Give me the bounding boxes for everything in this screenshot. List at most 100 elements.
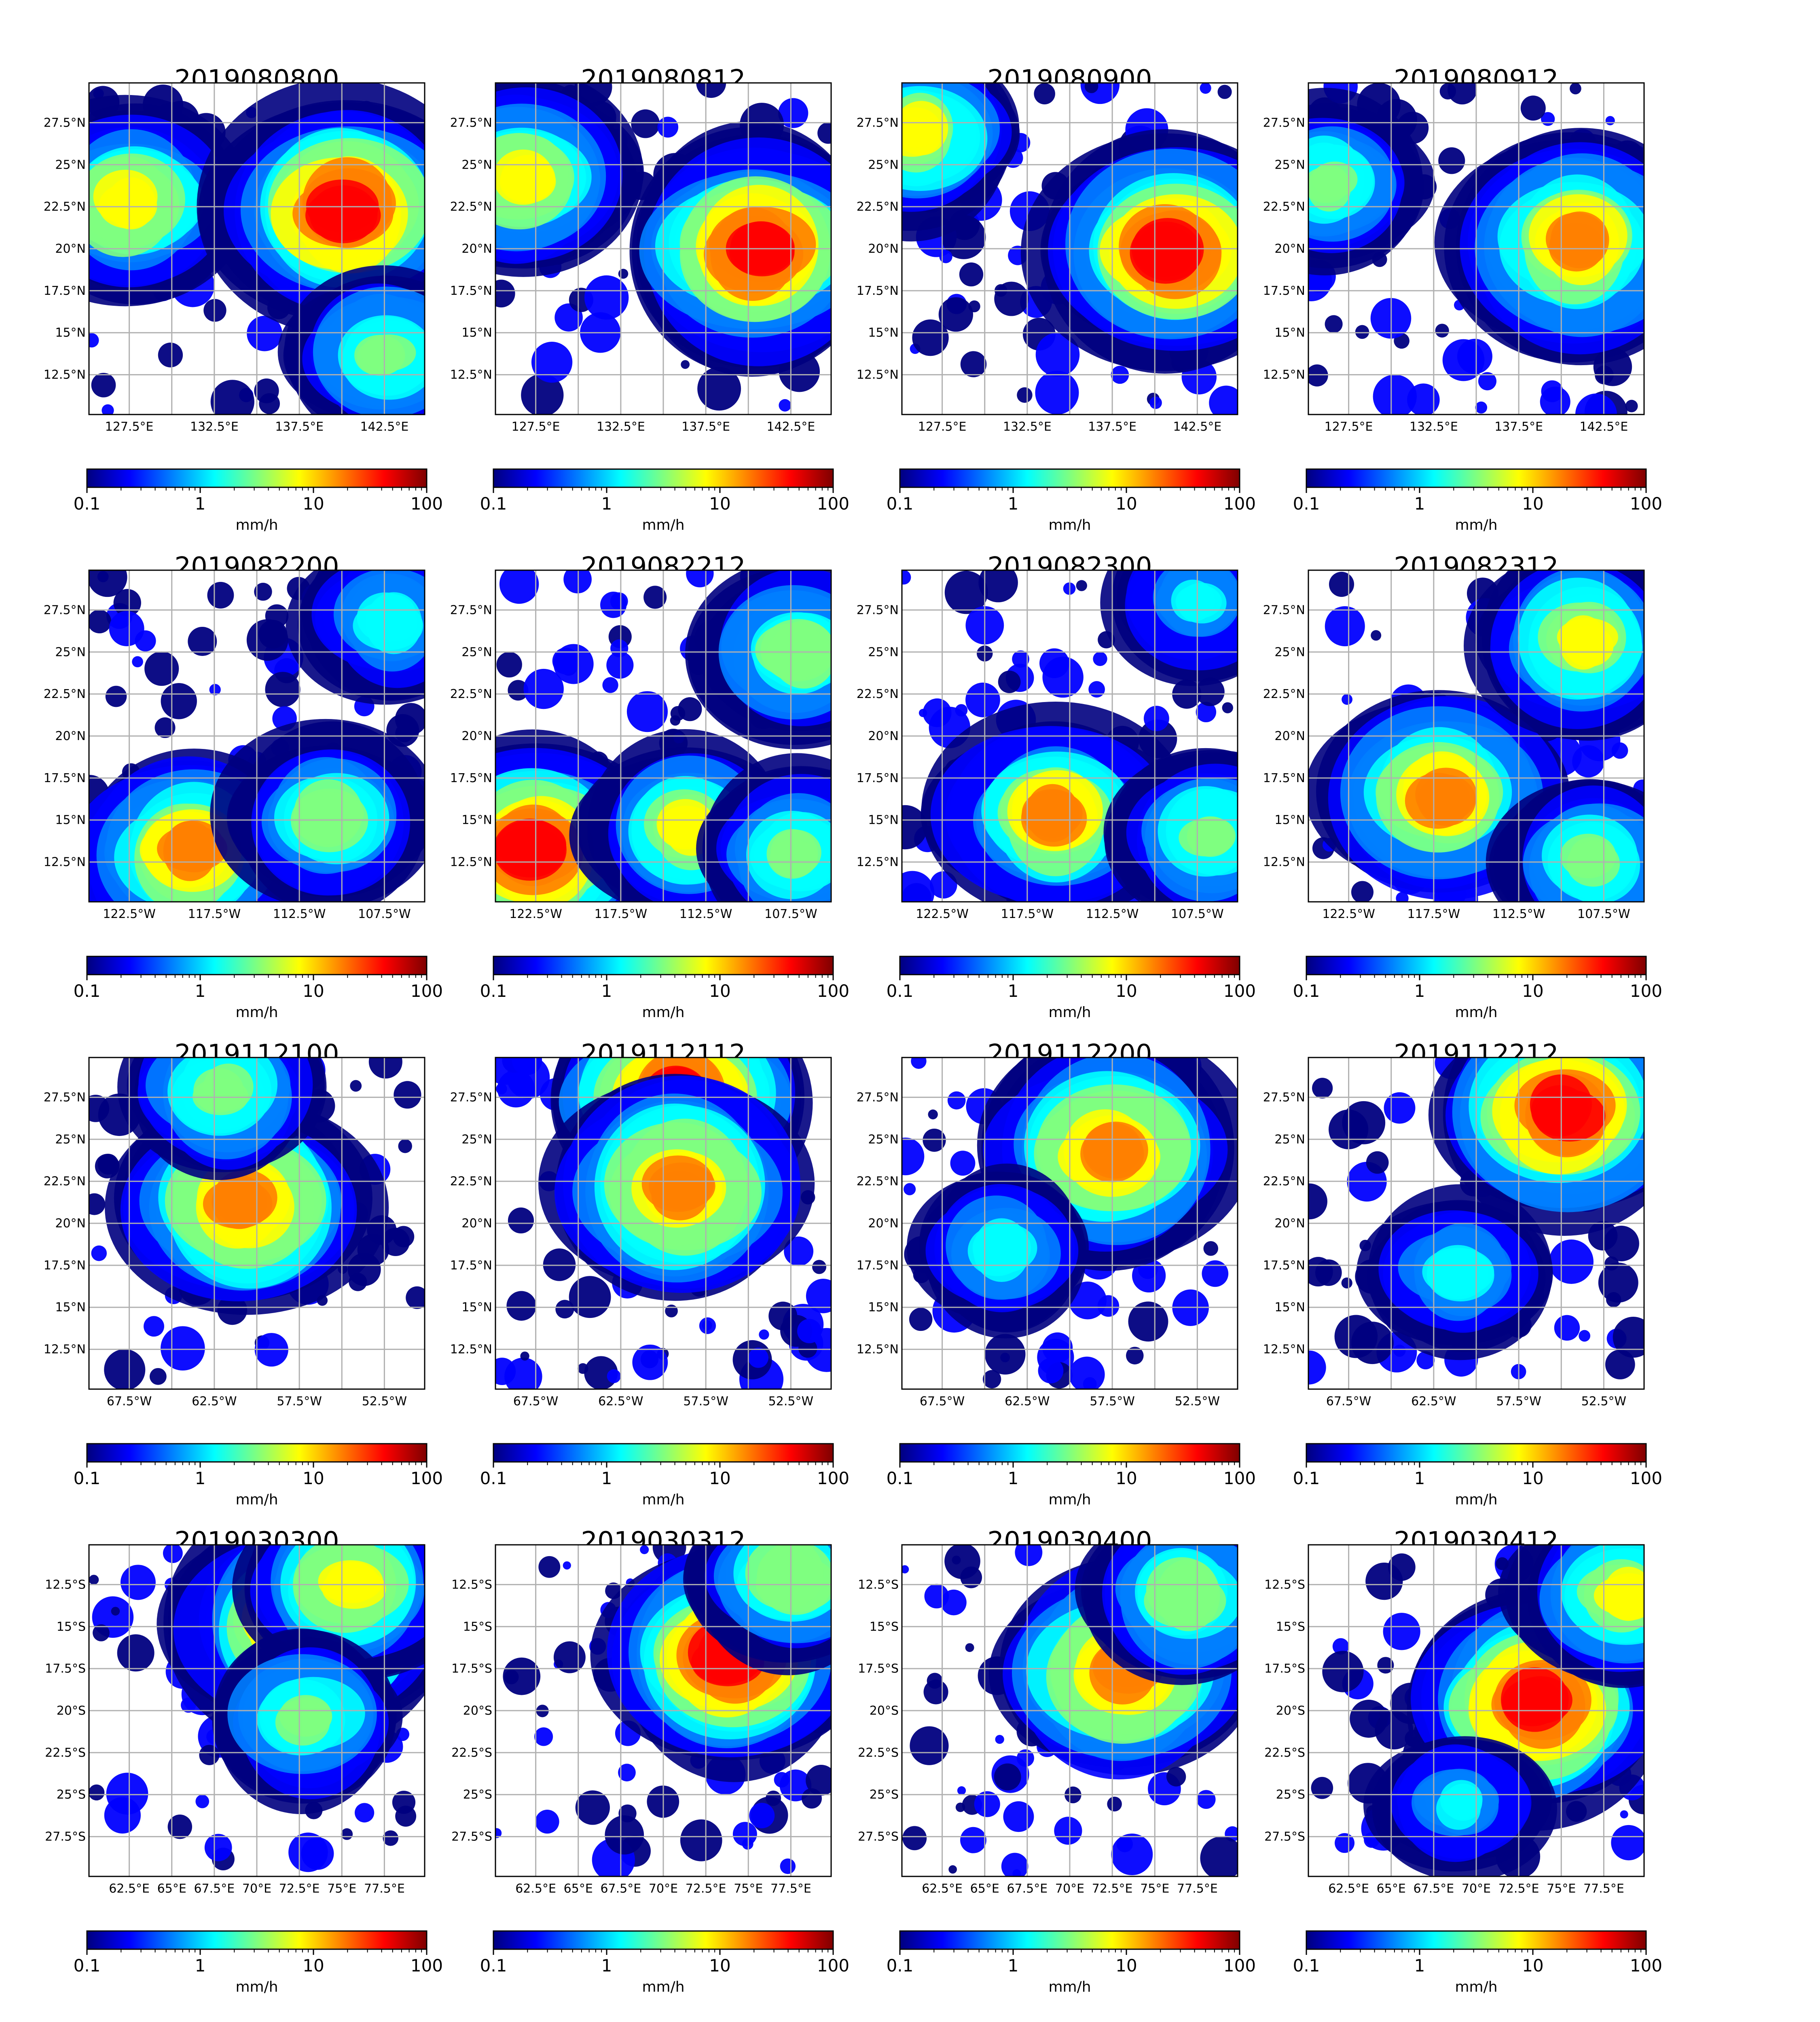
x-tick-label: 52.5°W xyxy=(768,1394,813,1409)
colorbar xyxy=(493,1930,834,1950)
x-tick-label: 70°E xyxy=(1055,1882,1084,1896)
precip-map-panel: 2019082300 122.5°W 117.5°W 112.5°W 107.5°W 27… xyxy=(857,520,1321,1021)
colorbar-unit-label: mm/h xyxy=(1048,1491,1091,1508)
y-tick-label: 20°N xyxy=(1274,729,1305,743)
precip-map-panel: 2019080800 127.5°E 132.5°E 137.5°E 142.5°E 27… xyxy=(44,32,508,533)
x-tick-label: 77.5°E xyxy=(364,1882,405,1896)
x-tick-label: 117.5°W xyxy=(595,907,648,921)
colorbar-unit-label: mm/h xyxy=(1048,1004,1091,1021)
colorbar-tick-label: 10 xyxy=(1115,1468,1137,1488)
x-tick-label: 127.5°E xyxy=(1325,420,1373,434)
x-tick-label: 132.5°E xyxy=(597,420,645,434)
colorbar-tick-label: 0.1 xyxy=(1293,981,1320,1001)
y-tick-label: 22.5°S xyxy=(1264,1746,1305,1760)
x-tick-label: 142.5°E xyxy=(1173,420,1221,434)
y-tick-label: 20°N xyxy=(461,729,492,743)
x-tick-label: 137.5°E xyxy=(275,420,324,434)
colorbar-tick-label: 0.1 xyxy=(887,1956,914,1975)
x-tick-label: 132.5°E xyxy=(1409,420,1458,434)
colorbar-unit-label: mm/h xyxy=(235,517,278,533)
y-tick-label: 15°N xyxy=(1274,813,1305,827)
colorbar-tick-label: 100 xyxy=(817,1468,849,1488)
colorbar-tick-label: 0.1 xyxy=(74,1468,101,1488)
colorbar-tick-label: 1 xyxy=(195,981,206,1001)
y-tick-label: 20°N xyxy=(461,242,492,256)
gridlines xyxy=(89,1545,425,1876)
x-tick-label: 142.5°E xyxy=(766,420,815,434)
y-tick-label: 25°N xyxy=(1274,1132,1305,1146)
x-tick-label: 112.5°W xyxy=(1492,907,1545,921)
y-tick-label: 12.5°N xyxy=(857,368,899,382)
y-tick-label: 22.5°N xyxy=(857,1174,899,1189)
colorbar-tick-label: 0.1 xyxy=(1293,1468,1320,1488)
colorbar-tick-label: 10 xyxy=(1522,981,1543,1001)
y-tick-label: 17.5°N xyxy=(1263,284,1305,298)
colorbar-tick-label: 0.1 xyxy=(480,494,507,514)
x-tick-label: 67.5°W xyxy=(107,1394,152,1409)
y-tick-label: 25°S xyxy=(57,1788,86,1802)
y-tick-label: 25°N xyxy=(868,158,899,172)
colorbar-unit-label: mm/h xyxy=(642,1004,684,1021)
x-tick-label: 127.5°E xyxy=(512,420,560,434)
x-tick-label: 65°E xyxy=(970,1882,999,1896)
y-tick-label: 27.5°S xyxy=(45,1830,86,1844)
y-tick-label: 15°N xyxy=(55,813,86,827)
colorbar xyxy=(86,1443,427,1463)
precip-field xyxy=(495,1058,831,1389)
colorbar-tick-label: 1 xyxy=(1008,1956,1019,1975)
map-svg: 62.5°E 65°E 67.5°E 70°E 72.5°E 75°E 77.5°E 12.5… xyxy=(451,1544,849,1995)
y-tick-label: 17.5°S xyxy=(451,1662,492,1676)
x-tick-label: 75°E xyxy=(1140,1882,1169,1896)
colorbar-tick-label: 100 xyxy=(1630,1956,1662,1975)
colorbar-tick-label: 0.1 xyxy=(887,1468,914,1488)
colorbar-tick-label: 1 xyxy=(195,1956,206,1975)
colorbar-unit-label: mm/h xyxy=(1455,1491,1497,1508)
y-tick-label: 15°N xyxy=(868,813,899,827)
x-tick-label: 117.5°W xyxy=(188,907,241,921)
colorbar-tick-label: 10 xyxy=(709,1468,730,1488)
colorbar-unit-label: mm/h xyxy=(642,1491,684,1508)
y-tick-label: 25°N xyxy=(55,158,86,172)
precip-field xyxy=(1311,1545,1644,1876)
colorbar-unit-label: mm/h xyxy=(235,1491,278,1508)
y-tick-label: 12.5°N xyxy=(857,855,899,869)
precip-field xyxy=(89,1545,425,1872)
gridlines xyxy=(495,1058,831,1389)
y-tick-label: 22.5°S xyxy=(451,1746,492,1760)
colorbar-tick-label: 0.1 xyxy=(887,981,914,1001)
colorbar-tick-label: 100 xyxy=(1223,1468,1256,1488)
x-tick-label: 70°E xyxy=(649,1882,678,1896)
x-tick-label: 52.5°W xyxy=(1581,1394,1626,1409)
map-frame xyxy=(901,82,1238,415)
x-tick-label: 67.5°E xyxy=(1007,1882,1048,1896)
colorbar-tick-label: 1 xyxy=(601,494,612,514)
colorbar-tick-label: 10 xyxy=(303,981,324,1001)
colorbar-tick-label: 100 xyxy=(817,981,849,1001)
colorbar-tick-label: 100 xyxy=(1630,981,1662,1001)
colorbar-tick-label: 1 xyxy=(195,1468,206,1488)
y-tick-label: 22.5°N xyxy=(1263,687,1305,701)
y-tick-label: 15°N xyxy=(868,326,899,340)
y-tick-label: 15°N xyxy=(55,1301,86,1315)
precip-map-panel: 2019030400 62.5°E 65°E 67.5°E 70°E 72.5°E 75°E… xyxy=(858,1494,1321,1995)
precip-field xyxy=(89,1058,425,1389)
colorbar-tick-label: 0.1 xyxy=(74,494,101,514)
colorbar-tick-label: 0.1 xyxy=(480,1956,507,1975)
y-tick-label: 12.5°N xyxy=(857,1343,899,1357)
precip-map-panel: 2019112200 67.5°W 62.5°W 57.5°W 52.5°W 27.5°N… xyxy=(857,1007,1321,1508)
colorbar-tick-label: 100 xyxy=(411,981,443,1001)
map-frame xyxy=(1308,82,1645,415)
y-tick-label: 17.5°N xyxy=(44,1258,86,1273)
precip-field xyxy=(495,83,831,415)
y-tick-label: 17.5°N xyxy=(450,284,492,298)
y-tick-label: 12.5°N xyxy=(1263,368,1305,382)
x-tick-label: 67.5°W xyxy=(920,1394,965,1409)
precip-map-panel: 2019082312 122.5°W 117.5°W 112.5°W 107.5°W 27… xyxy=(1263,520,1727,1021)
y-tick-label: 12.5°N xyxy=(44,855,86,869)
y-tick-label: 17.5°N xyxy=(857,284,899,298)
y-tick-label: 20°N xyxy=(1274,242,1305,256)
colorbar xyxy=(1306,1930,1647,1950)
x-tick-label: 132.5°E xyxy=(1003,420,1052,434)
colorbar xyxy=(86,1930,427,1950)
